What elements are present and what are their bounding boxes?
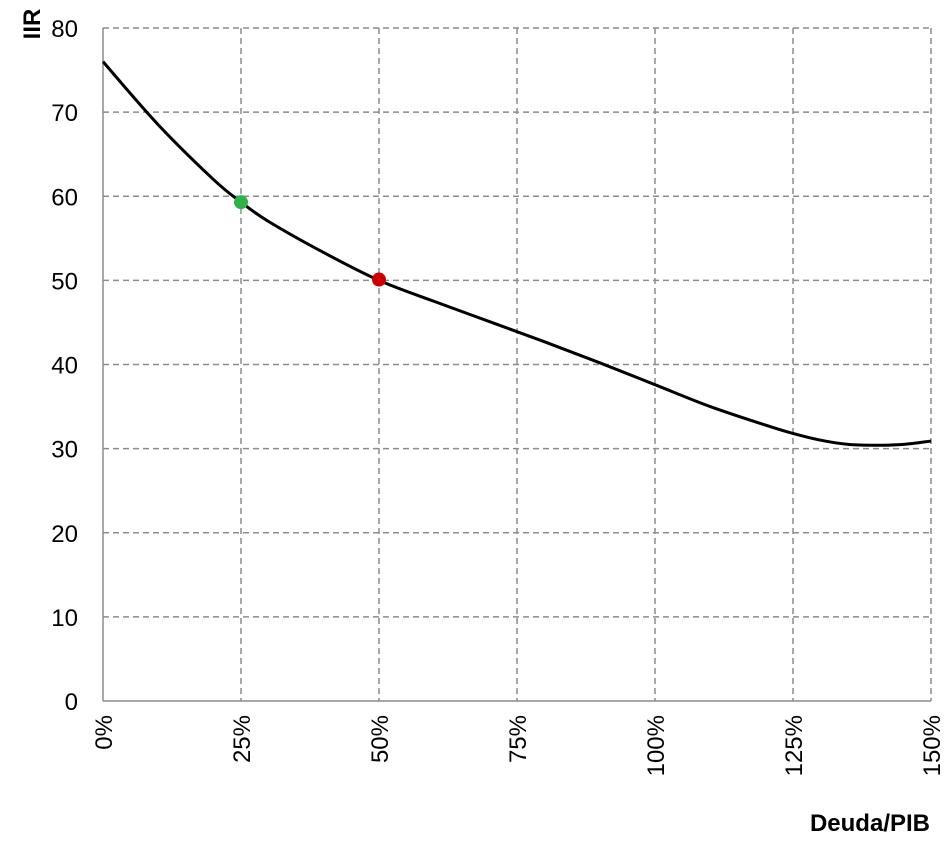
highlight-point: [234, 195, 248, 210]
grid-lines: [103, 27, 932, 701]
y-tick-label: 70: [51, 100, 78, 127]
x-axis-title: Deuda/PIB: [810, 810, 930, 837]
axes: [102, 28, 931, 702]
y-axis-title: IIR: [19, 9, 46, 40]
x-tick-label: 50%: [367, 715, 394, 763]
y-tick-label: 0: [65, 689, 78, 716]
y-tick-label: 60: [51, 184, 78, 211]
x-tick-label: 100%: [643, 715, 670, 776]
highlight-point: [372, 272, 386, 287]
y-tick-label: 80: [51, 16, 78, 43]
y-tick-labels: 0 10 20 30 40 50 60 70 80: [51, 16, 78, 716]
y-tick-label: 30: [51, 437, 78, 464]
y-tick-label: 40: [51, 353, 78, 380]
y-tick-label: 10: [51, 605, 78, 632]
x-tick-label: 125%: [781, 715, 808, 776]
x-tick-label: 0%: [91, 715, 118, 750]
y-tick-label: 20: [51, 521, 78, 548]
x-tick-label: 75%: [505, 715, 532, 763]
highlight-points: [234, 195, 386, 287]
x-tick-label: 150%: [919, 715, 944, 776]
x-tick-label: 25%: [229, 715, 256, 763]
y-tick-label: 50: [51, 268, 78, 295]
x-tick-labels: 0% 25% 50% 75% 100% 125% 150%: [91, 715, 944, 776]
